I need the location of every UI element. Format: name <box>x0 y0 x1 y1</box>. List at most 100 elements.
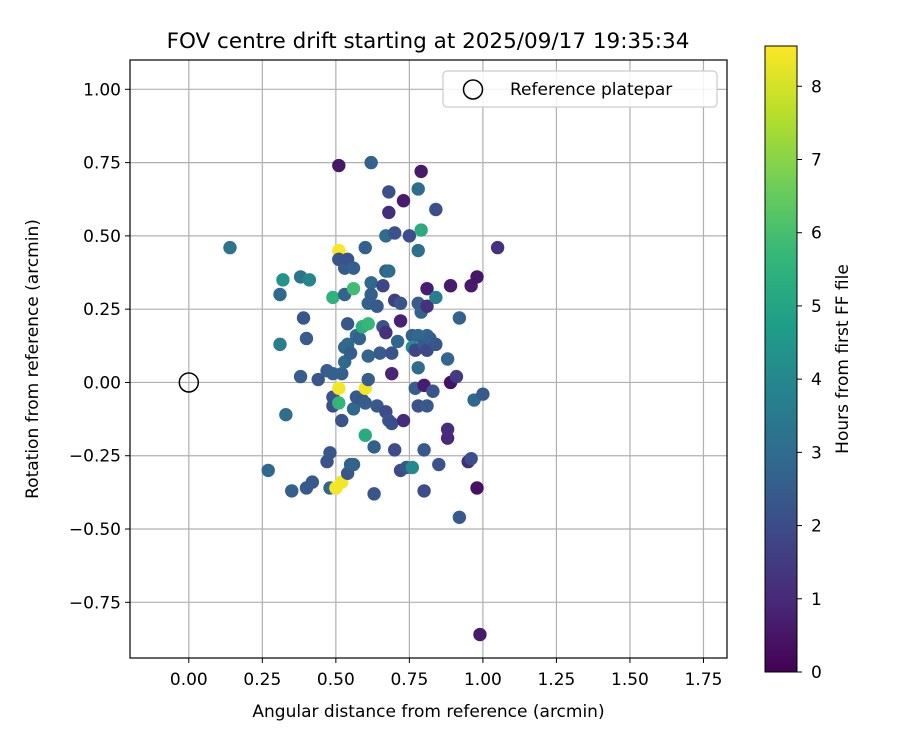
scatter-point <box>411 361 425 375</box>
scatter-point <box>364 276 378 290</box>
scatter-point <box>358 396 372 410</box>
scatter-point <box>346 457 361 472</box>
x-tick-label: 0.50 <box>317 670 355 690</box>
scatter-point <box>223 240 237 255</box>
x-tick-label: 0.25 <box>243 670 281 690</box>
y-tick-label: 0.50 <box>83 227 121 247</box>
scatter-point <box>293 369 308 384</box>
scatter-point <box>346 281 361 296</box>
scatter-point <box>473 627 487 642</box>
y-tick-label: −0.50 <box>69 520 121 540</box>
scatter-point <box>396 413 411 428</box>
scatter-point <box>285 484 299 498</box>
x-tick-label: 1.50 <box>611 670 649 690</box>
scatter-point <box>358 428 372 442</box>
scatter-point <box>364 287 378 302</box>
scatter-point <box>420 399 434 413</box>
scatter-point <box>452 311 467 325</box>
y-tick-label: −0.25 <box>69 447 121 467</box>
scatter-point <box>340 317 355 331</box>
scatter-point <box>402 229 417 243</box>
scatter-point <box>367 487 381 501</box>
scatter-point <box>361 349 375 363</box>
scatter-point <box>299 331 314 346</box>
colorbar-ticks: 0 1 2 3 4 5 6 7 8 <box>797 77 822 683</box>
scatter-point <box>390 334 405 349</box>
scatter-point <box>432 457 446 472</box>
reference-marker-group <box>178 372 200 393</box>
x-tick-label: 0.75 <box>390 670 428 690</box>
scatter-point <box>352 331 367 346</box>
scatter-point <box>387 443 402 457</box>
colorbar-tick-label: 5 <box>811 297 822 317</box>
scatter-point <box>376 279 390 293</box>
scatter-point <box>361 317 375 331</box>
scatter-point <box>414 223 428 237</box>
colorbar-tick-label: 1 <box>811 590 822 610</box>
scatter-point <box>370 299 384 313</box>
scatter-point <box>476 387 490 401</box>
scatter-point <box>470 270 484 284</box>
x-tick-label: 1.75 <box>685 670 723 690</box>
scatter-point <box>364 155 378 170</box>
chart-title: FOV centre drift starting at 2025/09/17 … <box>167 29 690 54</box>
scatter-point <box>411 243 425 258</box>
scatter-point <box>470 481 484 495</box>
scatter-point <box>296 311 311 325</box>
scatter-point <box>335 413 349 428</box>
legend-marker-icon <box>462 79 484 100</box>
scatter-point <box>464 451 478 466</box>
scatter-point <box>382 205 396 220</box>
colorbar-tick-label: 6 <box>811 224 822 244</box>
y-tick-label: 0.00 <box>83 373 121 393</box>
scatter-point <box>405 460 420 475</box>
scatter-point <box>387 226 402 240</box>
scatter-point <box>335 366 349 381</box>
x-tick-label: 1.25 <box>537 670 575 690</box>
colorbar-tick-label: 0 <box>811 663 822 683</box>
scatter-point <box>385 346 399 360</box>
legend-entry-reference: Reference platepar <box>510 80 672 100</box>
scatter-point <box>273 287 287 302</box>
scatter-point <box>385 366 399 381</box>
colorbar-gradient-bar <box>764 45 798 673</box>
y-axis-label: Rotation from reference (arcmin) <box>23 219 43 499</box>
scatter-point <box>311 372 325 387</box>
scatter-point <box>367 440 381 454</box>
axis-ticks: 0.00 0.25 0.50 0.75 1.00 1.25 1.50 1.75 −0.75 −0.… <box>69 80 723 690</box>
y-tick-label: −0.75 <box>69 593 121 613</box>
scatter-point <box>326 290 340 305</box>
scatter-point <box>302 273 317 287</box>
scatter-point <box>382 185 396 199</box>
y-tick-label: 0.25 <box>83 300 121 320</box>
scatter-points <box>223 155 505 642</box>
scatter-point <box>420 299 434 313</box>
scatter-point <box>305 475 320 489</box>
scatter-point <box>417 443 431 457</box>
legend-box <box>442 70 718 108</box>
scatter-point <box>343 346 358 360</box>
scatter-point <box>379 325 393 340</box>
scatter-point <box>393 314 408 328</box>
scatter-point <box>279 407 293 422</box>
scatter-point <box>429 202 443 217</box>
scatter-point <box>346 261 361 275</box>
scatter-point <box>358 240 372 255</box>
scatter-point <box>393 296 408 311</box>
scatter-point <box>417 484 431 498</box>
axes-frame <box>129 59 728 659</box>
x-tick-label: 0.00 <box>170 670 208 690</box>
scatter-point <box>414 164 428 179</box>
scatter-point <box>382 264 396 278</box>
colorbar-tick-label: 7 <box>811 150 822 170</box>
legend: Reference platepar <box>442 70 718 108</box>
scatter-point <box>396 194 411 208</box>
scatter-point <box>429 337 443 352</box>
scatter-point <box>452 510 467 524</box>
colorbar-tick-label: 3 <box>811 443 822 463</box>
scatter-point <box>490 240 505 255</box>
scatter-point <box>429 290 443 305</box>
reference-point-marker <box>178 372 200 393</box>
x-axis-label: Angular distance from reference (arcmin) <box>252 702 604 722</box>
